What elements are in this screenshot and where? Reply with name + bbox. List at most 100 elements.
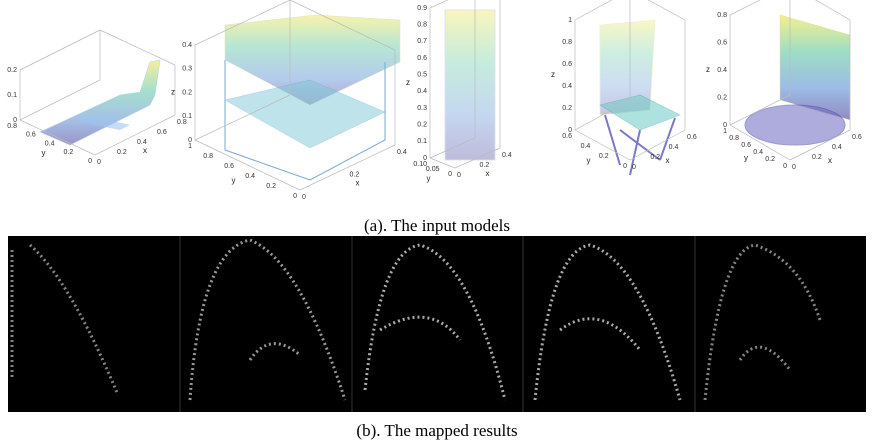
- y-tick-label: 0.6: [741, 142, 751, 149]
- axes-3d: 0 0.2 0.4 0.6 0.6 0.4 0.2 0 1 0.8 0.6 0.4 0.2 0 x y z: [551, 0, 697, 171]
- z-tick-label: 0.6: [562, 61, 572, 68]
- axis-line: [19, 119, 96, 156]
- axis-line: [429, 157, 456, 169]
- z-tick-label: 0: [188, 137, 192, 144]
- z-tick-label: 0.2: [182, 89, 192, 96]
- bed-mattress: [224, 79, 386, 149]
- y-tick-label: 0.2: [64, 149, 74, 156]
- y-tick-label: 0: [783, 163, 787, 170]
- monitor-screen: [779, 14, 851, 121]
- x-tick-label: 0: [457, 172, 461, 179]
- x-axis-label: x: [666, 156, 670, 165]
- y-tick-label: 1: [188, 143, 192, 150]
- x-tick-label: 0.8: [177, 119, 187, 126]
- z-tick-label: 1: [568, 17, 572, 24]
- z-tick-label: 0.1: [7, 92, 17, 99]
- results-background: [8, 236, 866, 412]
- x-tick-label: 0.2: [480, 162, 490, 169]
- z-tick-label: 0.2: [717, 94, 727, 101]
- z-tick-label: 0.1: [182, 113, 192, 120]
- z-axis-label: z: [706, 65, 710, 74]
- y-tick-label: 0.2: [765, 156, 775, 163]
- z-tick-label: 0.2: [562, 105, 572, 112]
- x-tick-label: 0.6: [687, 134, 697, 141]
- z-tick-label: 0.8: [717, 12, 727, 19]
- panel-dividers: [179, 236, 696, 412]
- x-axis-label: x: [486, 169, 490, 178]
- z-tick-label: 0: [13, 117, 17, 124]
- z-tick-label: 0.2: [7, 67, 17, 74]
- z-tick-label: 0: [568, 127, 572, 134]
- axis-line: [729, 0, 761, 16]
- axis-line: [629, 129, 686, 161]
- y-tick-label: 0.2: [266, 183, 276, 190]
- y-tick-label: 0.2: [599, 153, 609, 160]
- axis-line: [729, 94, 791, 126]
- z-tick-label: 0.5: [417, 72, 427, 79]
- axis-line: [454, 147, 501, 169]
- x-tick-label: 0: [792, 164, 796, 171]
- x-tick-label: 0.2: [812, 154, 822, 161]
- chair-legs: [604, 114, 676, 176]
- z-tick-label: 0.4: [182, 42, 192, 49]
- axis-line: [99, 29, 176, 66]
- z-tick-label: 0.4: [417, 88, 427, 95]
- y-tick-label: 0.8: [729, 135, 739, 142]
- y-tick-label: 0.05: [426, 166, 440, 173]
- z-tick-label: 0.9: [417, 5, 427, 12]
- z-tick-label: 0.6: [417, 55, 427, 62]
- x-axis-label: x: [356, 179, 360, 188]
- z-axis-label: z: [551, 70, 555, 79]
- x-tick-label: 0.4: [502, 152, 512, 159]
- z-tick-label: 0.2: [417, 122, 427, 129]
- z-axis-label: z: [406, 78, 410, 87]
- y-tick-label: 0.4: [581, 143, 591, 150]
- y-tick-label: 0.6: [26, 132, 36, 139]
- caption-b: (b). The mapped results: [356, 421, 517, 440]
- z-tick-label: 0.3: [417, 105, 427, 112]
- y-tick-label: 0.8: [7, 123, 17, 130]
- bed-frame: [224, 60, 386, 181]
- axes-3d: 0 0.2 0.4 0.6 0.8 0.8 0.6 0.4 0.2 0 0.2 0.1 0 x y z: [7, 29, 187, 166]
- y-tick-label: 0: [88, 158, 92, 165]
- y-axis-label: y: [232, 176, 236, 185]
- axes-3d: 0 0.2 0.4 1 0.8 0.6 0.4 0.2 0 0.4 0.3 0.2 0.1 0 x y z: [171, 0, 407, 201]
- z-tick-label: 0: [423, 155, 427, 162]
- y-tick-label: 0.4: [45, 140, 55, 147]
- axis-line: [194, 0, 291, 46]
- x-tick-label: 0.6: [157, 129, 167, 136]
- axis-line: [815, 0, 851, 21]
- axis-line: [19, 29, 101, 71]
- y-tick-label: 0.4: [245, 173, 255, 180]
- z-tick-label: 0.8: [562, 39, 572, 46]
- z-tick-label: 0.8: [417, 22, 427, 29]
- z-tick-label: 0.6: [717, 39, 727, 46]
- airplane-wing: [80, 115, 130, 130]
- y-tick-label: 0: [448, 171, 452, 178]
- y-axis-label: y: [427, 174, 431, 183]
- y-tick-label: 0.8: [203, 153, 213, 160]
- z-tick-label: 0.4: [717, 67, 727, 74]
- y-tick-label: 1: [723, 128, 727, 135]
- z-tick-label: 0.4: [562, 83, 572, 90]
- monitor-base: [744, 104, 846, 146]
- z-axis-label: z: [171, 88, 175, 97]
- caption-a: (a). The input models: [364, 216, 510, 235]
- axes-3d: 00.20.40.100.0500.90.80.70.60.50.40.30.2…: [406, 0, 512, 183]
- mapped-results: [8, 236, 866, 412]
- x-tick-label: 0: [632, 164, 636, 171]
- axis-line: [194, 139, 301, 191]
- y-tick-label: 0.4: [753, 149, 763, 156]
- axis-line: [789, 129, 851, 161]
- axis-line: [574, 0, 613, 21]
- axis-line: [289, 0, 396, 51]
- axis-line: [729, 124, 791, 161]
- x-tick-label: 0.6: [852, 134, 862, 141]
- x-tick-label: 0.4: [832, 144, 842, 151]
- axis-line: [429, 137, 476, 159]
- z-tick-label: 0.3: [182, 66, 192, 73]
- x-axis-label: x: [143, 146, 147, 155]
- x-tick-label: 0: [97, 159, 101, 166]
